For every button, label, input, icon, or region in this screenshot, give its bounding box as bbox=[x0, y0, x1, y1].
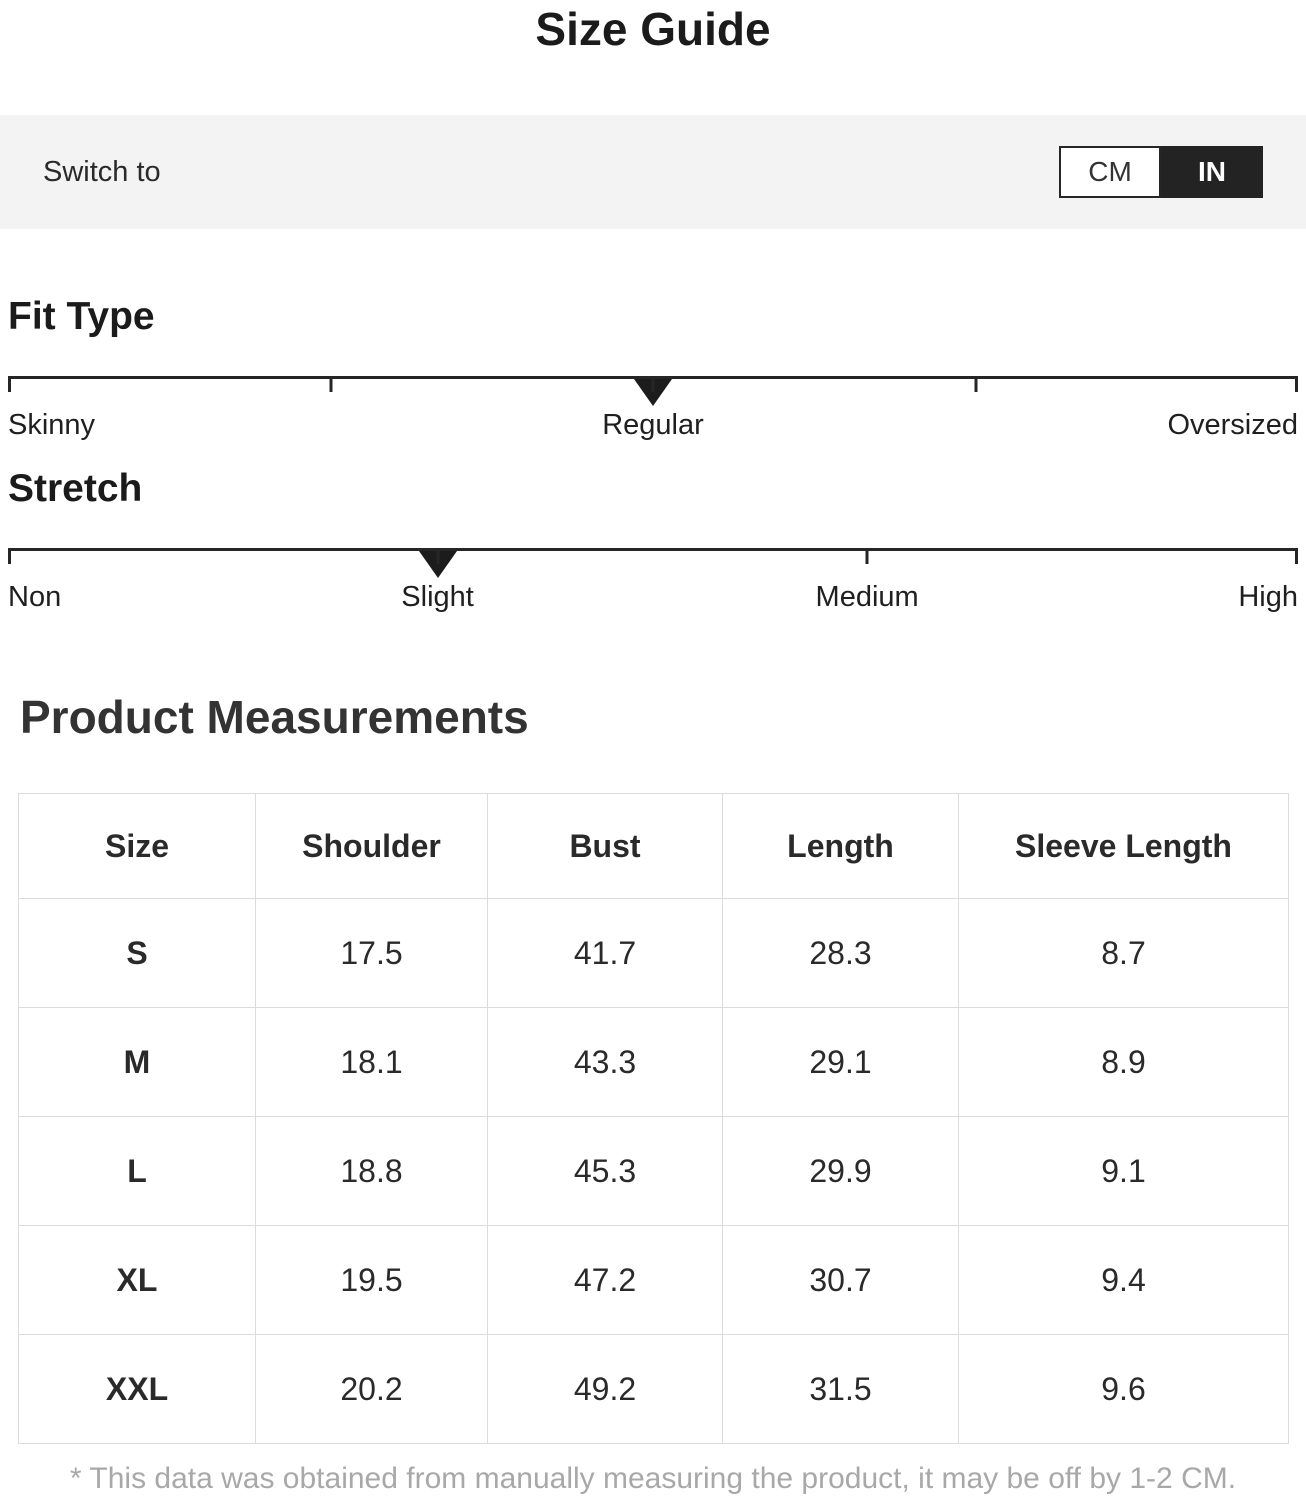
measurement-cell: 9.1 bbox=[958, 1116, 1289, 1226]
size-cell: L bbox=[18, 1116, 256, 1226]
column-header-size: Size bbox=[18, 793, 256, 899]
measurement-cell: 29.9 bbox=[722, 1116, 959, 1226]
scale-label-medium: Medium bbox=[815, 581, 919, 613]
unit-switch-bar: Switch to CM IN bbox=[0, 115, 1306, 229]
table-row-m: M 18.1 43.3 29.1 8.9 bbox=[18, 1007, 1289, 1117]
scale-label-slight: Slight bbox=[401, 581, 474, 613]
measurement-cell: 9.6 bbox=[958, 1334, 1289, 1444]
column-header-sleeve-length: Sleeve Length bbox=[958, 793, 1289, 899]
column-header-length: Length bbox=[722, 793, 959, 899]
measurement-cell: 41.7 bbox=[487, 898, 723, 1008]
table-row-xl: XL 19.5 47.2 30.7 9.4 bbox=[18, 1225, 1289, 1335]
switch-to-label: Switch to bbox=[43, 155, 161, 188]
column-header-shoulder: Shoulder bbox=[255, 793, 488, 899]
scale-tick bbox=[1295, 548, 1298, 564]
scale-label-high: High bbox=[1238, 581, 1298, 613]
stretch-heading: Stretch bbox=[8, 467, 143, 510]
stretch-scale-labels: Non Slight Medium High bbox=[8, 581, 1298, 617]
fit-type-scale-labels: Skinny Regular Oversized bbox=[8, 409, 1298, 445]
scale-tick bbox=[1295, 376, 1298, 392]
scale-label-regular: Regular bbox=[602, 409, 704, 441]
scale-label-skinny: Skinny bbox=[8, 409, 96, 441]
measurement-cell: 29.1 bbox=[722, 1007, 959, 1117]
measurement-cell: 28.3 bbox=[722, 898, 959, 1008]
page-title: Size Guide bbox=[535, 3, 771, 55]
scale-label-non: Non bbox=[8, 581, 62, 613]
in-button[interactable]: IN bbox=[1161, 146, 1263, 198]
measurement-cell: 8.7 bbox=[958, 898, 1289, 1008]
measurement-cell: 9.4 bbox=[958, 1225, 1289, 1335]
scale-tick bbox=[651, 376, 655, 392]
size-cell: XL bbox=[18, 1225, 256, 1335]
measurement-cell: 49.2 bbox=[487, 1334, 723, 1444]
table-header-row: Size Shoulder Bust Length Sleeve Length bbox=[18, 793, 1289, 899]
column-header-bust: Bust bbox=[487, 793, 723, 899]
scale-tick bbox=[329, 376, 332, 392]
scale-tick bbox=[436, 548, 440, 564]
cm-button[interactable]: CM bbox=[1059, 146, 1161, 198]
measurements-table: Size Shoulder Bust Length Sleeve Length S 17.… bbox=[18, 793, 1289, 1444]
measurement-cell: 19.5 bbox=[255, 1225, 488, 1335]
measurement-cell: 18.8 bbox=[255, 1116, 488, 1226]
scale-label-oversized: Oversized bbox=[1167, 409, 1298, 441]
measurement-cell: 45.3 bbox=[487, 1116, 723, 1226]
measurement-disclaimer: * This data was obtained from manually m… bbox=[69, 1462, 1237, 1495]
stretch-section: Stretch Non Slight Medium High bbox=[8, 467, 1298, 627]
scale-tick bbox=[974, 376, 977, 392]
fit-type-section: Fit Type Skinny Regular Oversized bbox=[8, 295, 1298, 455]
size-cell: M bbox=[18, 1007, 256, 1117]
fit-type-heading: Fit Type bbox=[8, 295, 155, 338]
size-cell: XXL bbox=[18, 1334, 256, 1444]
scale-tick bbox=[8, 548, 11, 564]
measurement-cell: 8.9 bbox=[958, 1007, 1289, 1117]
fit-type-scale-line bbox=[8, 376, 1298, 406]
measurement-cell: 43.3 bbox=[487, 1007, 723, 1117]
unit-toggle: CM IN bbox=[1059, 146, 1263, 198]
stretch-scale-line bbox=[8, 548, 1298, 578]
measurement-cell: 20.2 bbox=[255, 1334, 488, 1444]
scale-tick bbox=[8, 376, 11, 392]
size-cell: S bbox=[18, 898, 256, 1008]
measurement-cell: 30.7 bbox=[722, 1225, 959, 1335]
measurement-cell: 17.5 bbox=[255, 898, 488, 1008]
product-measurements-heading: Product Measurements bbox=[20, 691, 529, 743]
measurement-cell: 47.2 bbox=[487, 1225, 723, 1335]
measurement-cell: 18.1 bbox=[255, 1007, 488, 1117]
table-row-l: L 18.8 45.3 29.9 9.1 bbox=[18, 1116, 1289, 1226]
scale-tick bbox=[865, 548, 869, 564]
measurement-cell: 31.5 bbox=[722, 1334, 959, 1444]
table-row-s: S 17.5 41.7 28.3 8.7 bbox=[18, 898, 1289, 1008]
table-row-xxl: XXL 20.2 49.2 31.5 9.6 bbox=[18, 1334, 1289, 1444]
